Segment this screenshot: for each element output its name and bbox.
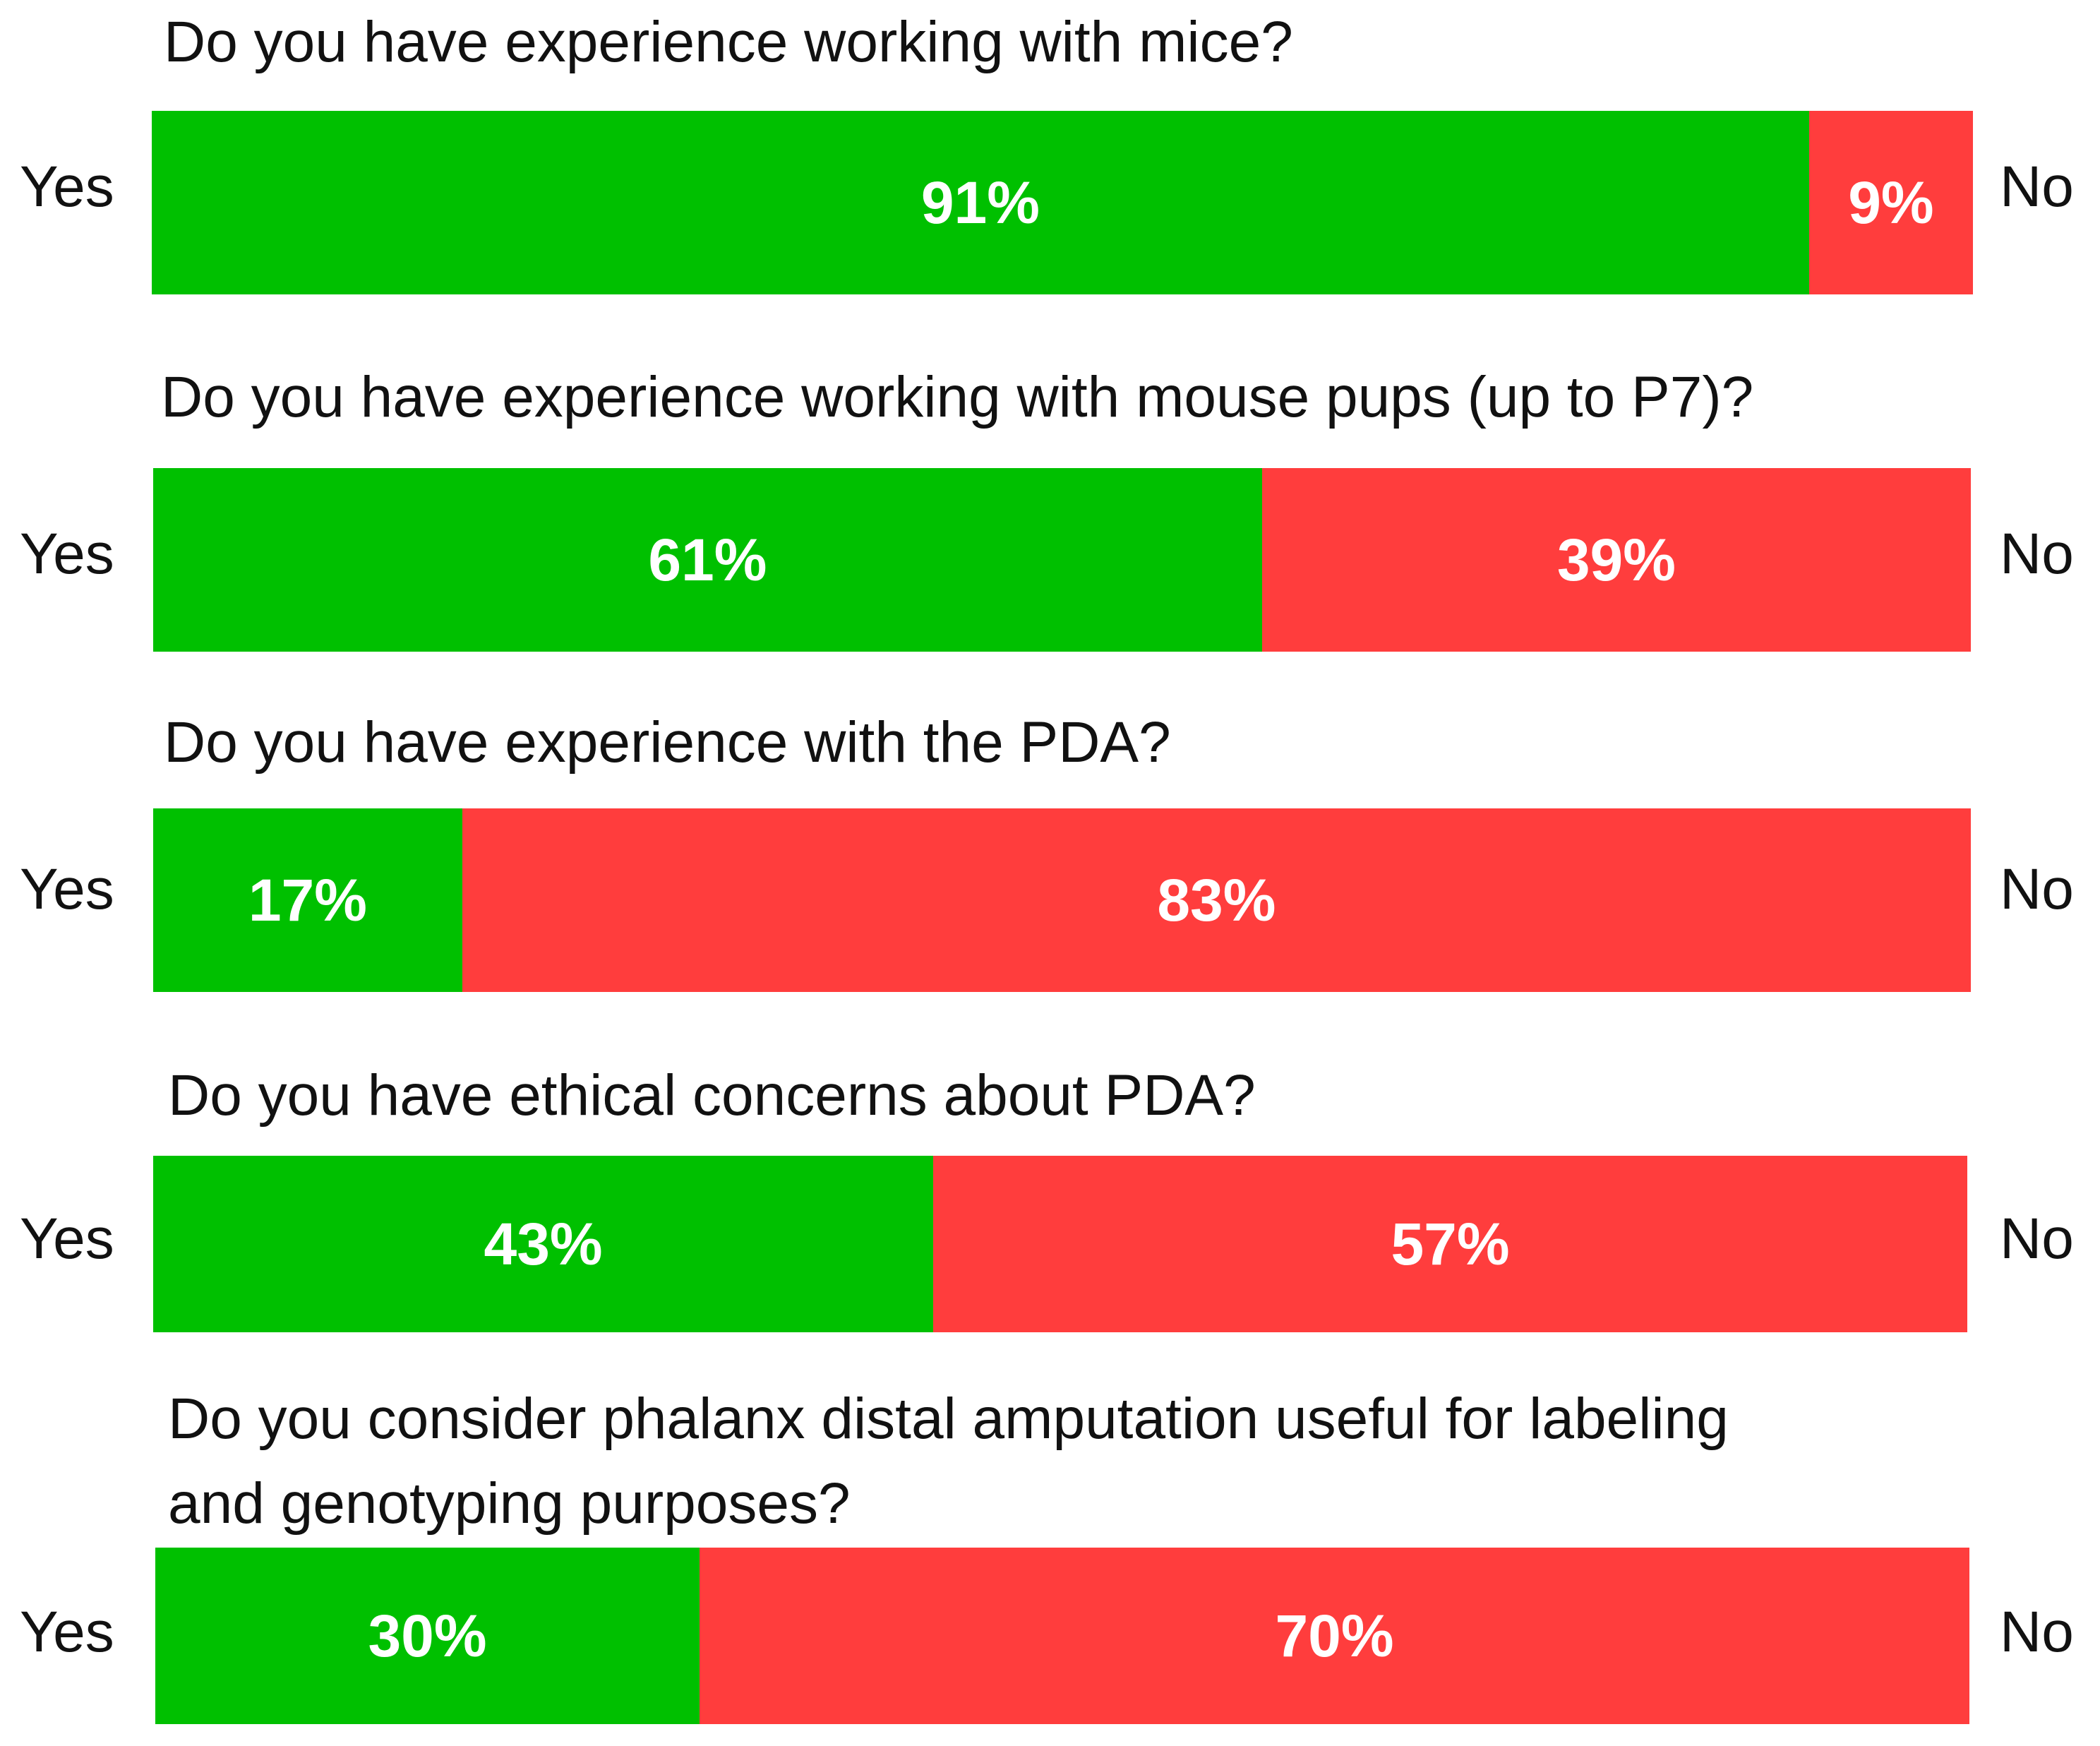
no-segment-4: 57%	[933, 1156, 1967, 1332]
no-label-1: No	[2000, 155, 2074, 219]
yes-label-4: Yes	[20, 1207, 114, 1271]
yes-label-1: Yes	[20, 155, 114, 219]
no-segment-3: 83%	[462, 808, 1971, 992]
no-label-2: No	[2000, 522, 2074, 586]
stacked-bar-3: 17% 83%	[153, 808, 1971, 992]
no-segment-5: 70%	[700, 1548, 1969, 1724]
no-label-3: No	[2000, 857, 2074, 921]
yes-label-5: Yes	[20, 1600, 114, 1664]
stacked-bar-4: 43% 57%	[153, 1156, 1967, 1332]
yes-label-3: Yes	[20, 857, 114, 921]
no-label-5: No	[2000, 1600, 2074, 1664]
stacked-bar-2: 61% 39%	[153, 468, 1971, 652]
question-1: Do you have experience working with mice…	[164, 10, 1293, 74]
yes-label-2: Yes	[20, 522, 114, 586]
question-5: Do you consider phalanx distal amputatio…	[168, 1387, 1729, 1536]
yes-segment-3: 17%	[153, 808, 462, 992]
stacked-bar-5: 30% 70%	[155, 1548, 1969, 1724]
no-label-4: No	[2000, 1207, 2074, 1271]
yes-segment-5: 30%	[155, 1548, 700, 1724]
question-2: Do you have experience working with mous…	[161, 365, 1754, 429]
question-4: Do you have ethical concerns about PDA?	[168, 1063, 1256, 1128]
stacked-bar-1: 91% 9%	[152, 111, 1973, 294]
no-segment-2: 39%	[1261, 468, 1971, 652]
question-3: Do you have experience with the PDA?	[164, 710, 1171, 775]
no-segment-1: 9%	[1808, 111, 1973, 294]
yes-segment-1: 91%	[152, 111, 1809, 294]
yes-segment-4: 43%	[153, 1156, 934, 1332]
yes-segment-2: 61%	[153, 468, 1262, 652]
